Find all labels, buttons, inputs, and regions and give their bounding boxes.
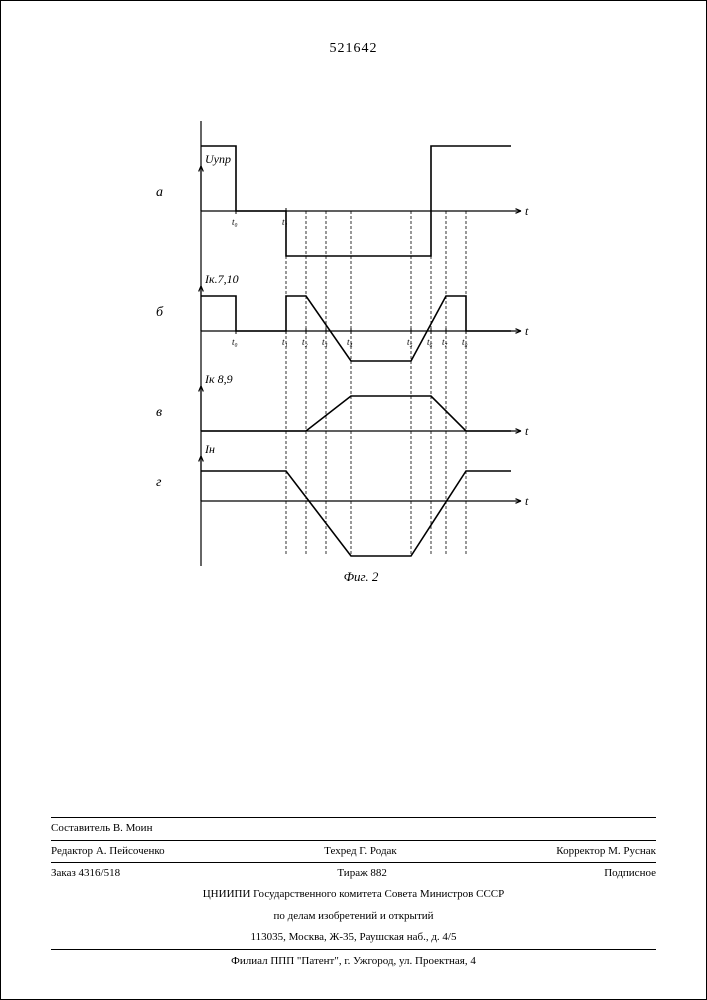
svg-text:t₀: t₀: [232, 337, 238, 347]
page: 521642 Uупр t а t₀ t₁ Iк.7,10 t б t₀ t₁ t₂ t₃ t₄ t₅ t₆…: [0, 0, 707, 1000]
svg-text:t: t: [525, 424, 529, 438]
svg-text:Iк 8,9: Iк 8,9: [204, 372, 233, 386]
footer-editor: Редактор А. Пейсоченко: [51, 844, 165, 859]
svg-text:t: t: [525, 204, 529, 218]
svg-text:t: t: [525, 494, 529, 508]
footer-circulation: Тираж 882: [337, 866, 387, 881]
svg-text:Фиг. 2: Фиг. 2: [344, 569, 379, 584]
footer-order: Заказ 4316/518: [51, 866, 120, 881]
svg-text:t₀: t₀: [232, 217, 238, 227]
footer-credits-row: Редактор А. Пейсоченко Техред Г. Родак К…: [51, 840, 656, 862]
svg-text:Iк.7,10: Iк.7,10: [204, 272, 239, 286]
footer-branch: Филиал ППП "Патент", г. Ужгород, ул. Про…: [51, 949, 656, 969]
footer-order-row: Заказ 4316/518 Тираж 882 Подписное: [51, 862, 656, 884]
svg-text:в: в: [156, 405, 162, 420]
footer-tech: Техред Г. Родак: [324, 844, 397, 859]
diagram-svg: Uупр t а t₀ t₁ Iк.7,10 t б t₀ t₁ t₂ t₃ t₄ t₅ t₆ t₇ t₈ Iк …: [141, 96, 561, 586]
footer-subscription: Подписное: [604, 866, 656, 881]
svg-text:t₇: t₇: [442, 337, 448, 347]
patent-number: 521642: [330, 41, 378, 57]
svg-text:t₈: t₈: [462, 337, 468, 347]
svg-text:t: t: [525, 324, 529, 338]
footer-compiler: Составитель В. Моин: [51, 817, 656, 839]
svg-text:t₁: t₁: [282, 337, 288, 347]
svg-text:t₁: t₁: [282, 217, 288, 227]
footer-corrector: Корректор М. Руснак: [556, 844, 656, 859]
svg-text:t₂: t₂: [302, 337, 308, 347]
footer-address: 113035, Москва, Ж-35, Раушская наб., д. …: [51, 927, 656, 948]
svg-text:б: б: [156, 305, 164, 320]
footer-org2: по делам изобретений и открытий: [51, 906, 656, 927]
svg-text:t₃: t₃: [322, 337, 328, 347]
svg-text:t₆: t₆: [427, 337, 433, 347]
timing-diagram: Uупр t а t₀ t₁ Iк.7,10 t б t₀ t₁ t₂ t₃ t₄ t₅ t₆ t₇ t₈ Iк …: [141, 96, 561, 566]
svg-text:г: г: [156, 475, 162, 490]
svg-text:t₄: t₄: [347, 337, 353, 347]
svg-text:Uупр: Uупр: [205, 152, 231, 166]
footer-block: Составитель В. Моин Редактор А. Пейсочен…: [51, 817, 656, 969]
svg-text:а: а: [156, 185, 163, 200]
footer-org1: ЦНИИПИ Государственного комитета Совета …: [51, 884, 656, 905]
svg-text:Iн: Iн: [204, 442, 215, 456]
svg-text:t₅: t₅: [407, 337, 413, 347]
